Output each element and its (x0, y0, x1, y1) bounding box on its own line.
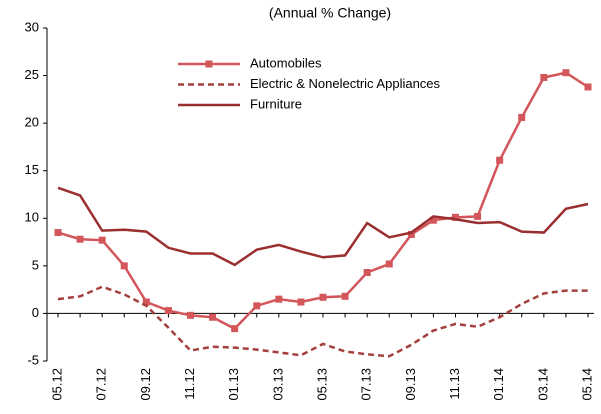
x-tick-label: 07.13 (359, 368, 374, 401)
marker (319, 293, 327, 301)
x-tick-label: 05.12 (49, 368, 64, 401)
y-tick-label: 20 (25, 115, 39, 130)
chart-title: (Annual % Change) (269, 5, 391, 21)
x-tick-label: 11.12 (182, 368, 197, 400)
legend-label: Furniture (250, 96, 302, 111)
marker (54, 229, 62, 237)
marker (76, 235, 84, 243)
marker (231, 325, 239, 333)
series-line (57, 285, 588, 358)
marker (275, 295, 283, 303)
y-tick-label: 10 (25, 210, 39, 225)
series-line (57, 71, 589, 331)
marker (429, 216, 437, 224)
marker (297, 298, 305, 306)
legend-label: Automobiles (250, 55, 322, 70)
marker (253, 302, 261, 310)
x-tick-label: 05.13 (314, 368, 329, 401)
marker (584, 83, 592, 91)
x-tick-label: 03.14 (535, 368, 550, 401)
marker (142, 298, 150, 306)
x-tick-label: 01.14 (491, 368, 506, 401)
marker (120, 262, 128, 270)
marker (474, 212, 482, 220)
marker (540, 73, 548, 81)
x-tick-label: 01.13 (226, 368, 241, 401)
marker (407, 230, 415, 238)
x-tick-label: 09.12 (138, 368, 153, 401)
y-tick-label: -5 (27, 352, 39, 367)
marker (452, 213, 459, 221)
marker (341, 292, 349, 300)
y-tick-label: 5 (32, 257, 39, 272)
marker (363, 269, 371, 277)
marker (98, 236, 106, 244)
marker (385, 260, 393, 268)
series-line (57, 186, 589, 267)
marker (164, 307, 172, 315)
y-tick-label: 15 (25, 162, 39, 177)
marker (209, 313, 217, 321)
legend-label: Electric & Nonelectric Appliances (250, 76, 441, 91)
x-tick-label: 05.14 (579, 368, 594, 401)
y-tick-label: 30 (25, 19, 39, 34)
x-tick-label: 11.13 (447, 368, 462, 400)
y-tick-label: 0 (32, 305, 39, 320)
y-tick-label: 25 (25, 67, 39, 82)
marker (187, 311, 194, 319)
marker (518, 113, 526, 121)
marker (496, 156, 504, 164)
x-tick-label: 09.13 (403, 368, 418, 401)
marker (562, 69, 570, 77)
x-tick-label: 07.12 (94, 368, 109, 401)
legend-marker (205, 60, 213, 68)
x-tick-label: 03.13 (270, 368, 285, 401)
